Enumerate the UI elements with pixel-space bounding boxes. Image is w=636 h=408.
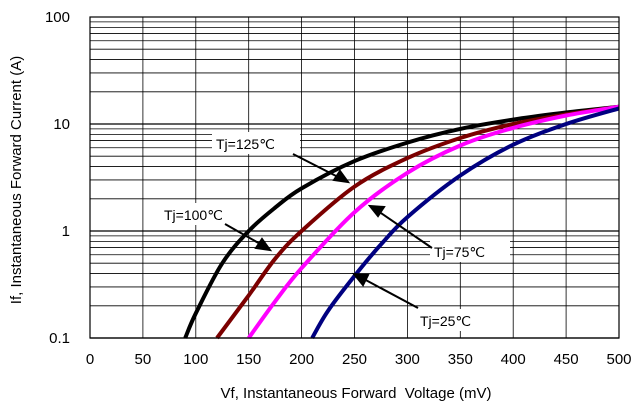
annotation-tj125-label: Tj=125℃ — [216, 136, 275, 152]
x-tick-label: 400 — [501, 351, 526, 368]
plot-border — [89, 16, 620, 339]
x-tick-label: 300 — [395, 351, 420, 368]
arrowhead-tj75 — [367, 204, 386, 218]
tick-labels: 0 50 100 150 200 250 300 350 400 450 500 0.1 1 10 100 — [45, 9, 632, 368]
x-tick-label: 100 — [183, 351, 208, 368]
arrow-tj25 — [361, 277, 419, 309]
y-tick-label: 10 — [53, 116, 70, 133]
annotation-tj25-label: Tj=25℃ — [420, 313, 471, 329]
arrow-tj100 — [224, 223, 263, 246]
annotation-tj75: Tj=75℃ — [430, 240, 510, 262]
arrow-tj75 — [377, 210, 433, 249]
series-line-3 — [310, 106, 620, 339]
annotation-tj75-label: Tj=75℃ — [434, 244, 485, 260]
arrowhead-tj125 — [332, 169, 351, 184]
y-tick-label: 0.1 — [49, 330, 70, 347]
x-tick-label: 450 — [554, 351, 579, 368]
x-tick-label: 200 — [289, 351, 314, 368]
series-line-1 — [215, 104, 620, 340]
annotation-tj125: Tj=125℃ — [212, 132, 300, 154]
x-tick-label: 150 — [236, 351, 261, 368]
y-tick-label: 1 — [62, 223, 70, 240]
annotation-tj100: Tj=100℃ — [160, 203, 248, 225]
arrowhead-tj100 — [254, 237, 273, 252]
x-tick-label: 0 — [86, 351, 94, 368]
y-axis-label: If, Instantaneous Forward Current (A) — [8, 56, 25, 304]
x-tick-label: 500 — [606, 351, 631, 368]
annotation-tj100-label: Tj=100℃ — [164, 207, 223, 223]
arrow-tj125 — [292, 153, 341, 179]
y-tick-label: 100 — [45, 9, 70, 26]
grid — [89, 17, 620, 339]
x-tick-label: 250 — [342, 351, 367, 368]
plot-frame — [89, 16, 620, 339]
annotation-arrows — [224, 153, 433, 309]
series-line-2 — [247, 104, 620, 340]
curves — [183, 104, 620, 340]
arrowhead-tj25 — [351, 272, 370, 287]
x-tick-label: 50 — [135, 351, 152, 368]
series-line-0 — [183, 104, 620, 339]
annotation-tj25: Tj=25℃ — [416, 309, 496, 331]
x-axis-label: Vf, Instantaneous Forward Voltage (mV) — [221, 385, 492, 402]
x-tick-label: 350 — [448, 351, 473, 368]
